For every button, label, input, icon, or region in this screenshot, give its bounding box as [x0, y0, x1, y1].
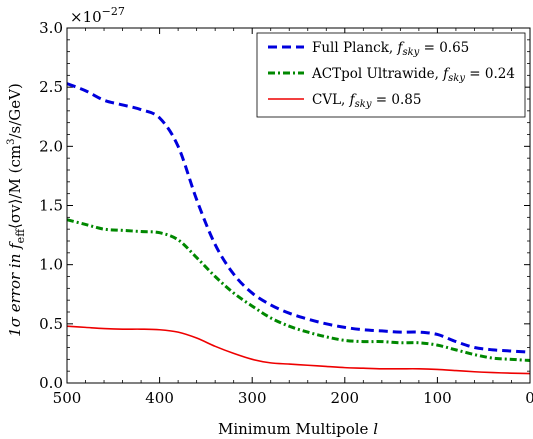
- y-tick-label: 0.5: [39, 315, 63, 333]
- y-tick-label: 2.5: [39, 78, 63, 96]
- y-tick-label: 3.0: [39, 19, 63, 37]
- legend-items: Full Planck, fsky = 0.65 ACTpol Ultrawide…: [268, 40, 515, 110]
- series-line-2: [66, 218, 531, 363]
- series-layer: [66, 82, 531, 375]
- plot-frame: [66, 27, 531, 384]
- y-axis-label: 1σ error in feff⟨σv⟩/M (cm3/s/GeV): [6, 83, 27, 337]
- y-exponent: ×10−27: [70, 5, 125, 26]
- x-tick-label: 300: [238, 389, 267, 407]
- y-tick-label: 0.0: [39, 374, 63, 392]
- series-line-3: [66, 325, 531, 375]
- x-tick-label: 100: [423, 389, 452, 407]
- y-tick-label: 2.0: [39, 137, 63, 155]
- x-tick-label: 500: [53, 389, 82, 407]
- x-axis-label: Minimum Multipole l: [218, 420, 378, 438]
- x-tick-label: 400: [145, 389, 174, 407]
- x-tick-label: 200: [330, 389, 359, 407]
- legend: Full Planck, fsky = 0.65 ACTpol Ultrawide…: [256, 32, 526, 118]
- y-tick-label: 1.5: [39, 197, 63, 215]
- legend-label-1: Full Planck, fsky = 0.65: [312, 40, 469, 58]
- series-line-1: [66, 82, 531, 354]
- x-tick-label: 0: [525, 389, 533, 407]
- legend-label-2: ACTpol Ultrawide, fsky = 0.24: [311, 66, 515, 84]
- y-tick-label: 1.0: [39, 256, 63, 274]
- legend-label-3: CVL, fsky = 0.85: [312, 92, 421, 110]
